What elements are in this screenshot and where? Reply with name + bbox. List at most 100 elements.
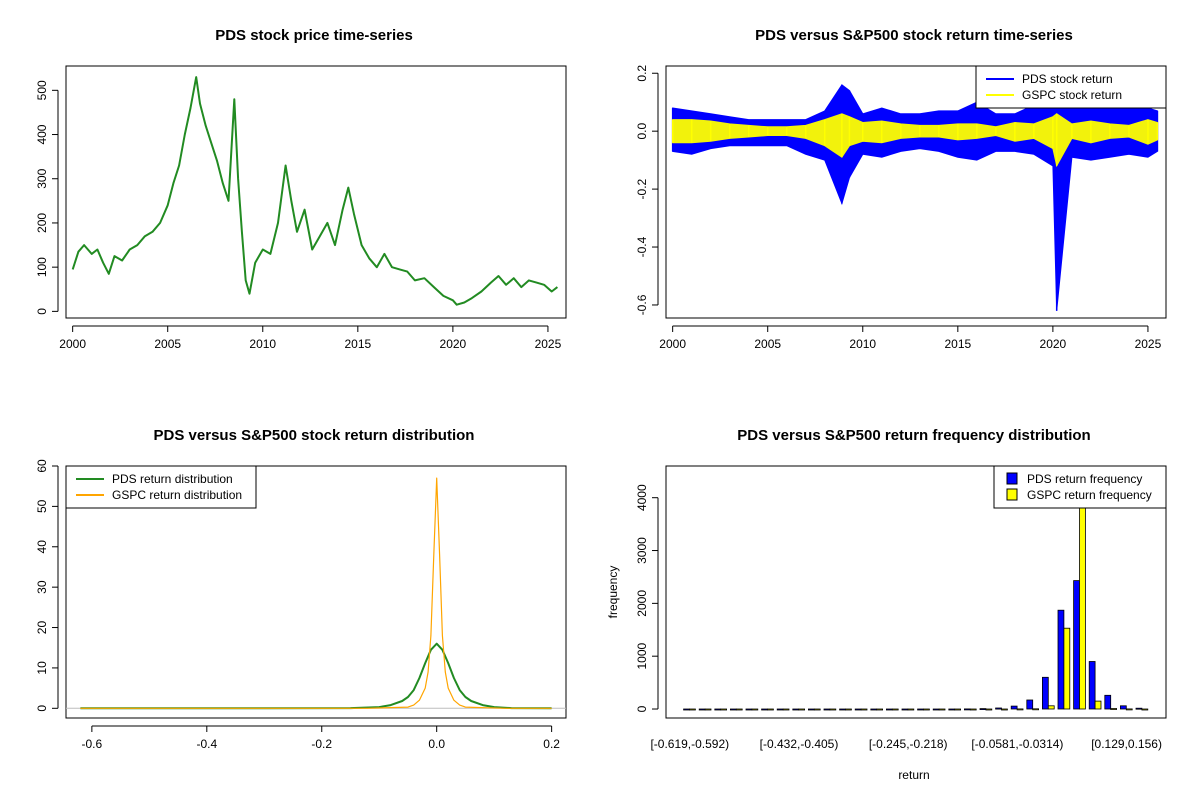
pds-density-line [80, 642, 552, 710]
gspc-frequency-bar [720, 708, 728, 711]
gspc-frequency-bar [938, 708, 946, 711]
return-frequency-panel: PDS versus S&P500 return frequency distr… [606, 427, 1167, 782]
gspc-frequency-bar [969, 708, 977, 711]
gspc-return-series [671, 113, 1159, 168]
density-y-tick-label: 50 [35, 499, 49, 513]
return-time-series-panel: PDS versus S&P500 stock return time-seri… [635, 27, 1167, 351]
frequency-y-tick-label: 4000 [635, 484, 649, 511]
gspc-frequency-bar [813, 708, 821, 711]
density-x-tick-label: -0.6 [82, 737, 103, 751]
returns-x-tick-label: 2005 [754, 337, 781, 351]
distribution-chart-title: PDS versus S&P500 stock return distribut… [154, 427, 475, 444]
frequency-legend-swatch [1006, 472, 1018, 485]
return-chart-title: PDS versus S&P500 stock return time-seri… [755, 27, 1073, 44]
density-y-tick-label: 20 [35, 621, 49, 635]
frequency-x-tick-label: [0.129,0.156) [1091, 737, 1162, 751]
pds-frequency-bar [901, 708, 909, 711]
frequency-legend-box [993, 465, 1167, 509]
price-x-tick-label: 2010 [249, 337, 276, 351]
gspc-frequency-bar [1079, 491, 1086, 710]
gspc-frequency-bar [954, 708, 962, 711]
pds-return-series [671, 84, 1159, 311]
frequency-bars [683, 491, 1149, 711]
gspc-frequency-bar [1094, 700, 1102, 710]
pds-frequency-bar [683, 708, 690, 711]
returns-legend-label: PDS stock return [1022, 72, 1113, 86]
price-x-tick-label: 2005 [154, 337, 181, 351]
frequency-legend-label: GSPC return frequency [1027, 488, 1152, 502]
pds-frequency-bar [1104, 694, 1112, 710]
gspc-frequency-bar [1063, 627, 1071, 710]
price-series-line [71, 76, 559, 306]
pds-frequency-bar [761, 708, 768, 711]
price-x-tick-label: 2020 [440, 337, 467, 351]
gspc-frequency-bar [1125, 708, 1133, 711]
gspc-frequency-bar [751, 708, 759, 711]
pds-frequency-bar [917, 708, 924, 711]
gspc-frequency-bar [735, 708, 743, 711]
density-legend-box [65, 465, 257, 509]
return-envelope [672, 84, 1158, 311]
return-envelope [672, 113, 1158, 168]
gspc-frequency-bar [907, 708, 915, 711]
returns-x-tick-label: 2000 [659, 337, 686, 351]
frequency-x-tick-label: [-0.619,-0.592) [650, 737, 729, 751]
frequency-y-tick-label: 3000 [635, 537, 649, 564]
pds-frequency-bar [1135, 707, 1143, 710]
gspc-frequency-bar [1110, 708, 1117, 710]
gspc-frequency-bar [767, 708, 774, 711]
gspc-frequency-bar [985, 708, 993, 711]
density-x-tick-label: 0.2 [543, 737, 560, 751]
pds-frequency-bar [730, 708, 737, 711]
gspc-frequency-bar [829, 708, 837, 711]
price-plot-frame [65, 65, 567, 319]
pds-frequency-bar [870, 708, 878, 711]
returns-y-tick-label: -0.6 [635, 294, 649, 315]
returns-y-tick-label: 0.0 [635, 123, 649, 140]
pds-frequency-bar [698, 708, 706, 711]
gspc-frequency-bar [689, 708, 696, 711]
density-y-tick-label: 30 [35, 580, 49, 594]
price-y-tick-label: 100 [35, 257, 49, 277]
pds-frequency-bar [995, 707, 1002, 710]
pds-frequency-bar [745, 708, 753, 711]
frequency-legend-label: PDS return frequency [1027, 472, 1142, 486]
pds-frequency-bar [776, 708, 784, 711]
returns-x-tick-label: 2010 [849, 337, 876, 351]
pds-frequency-bar [932, 708, 940, 711]
density-x-tick-label: -0.4 [196, 737, 217, 751]
price-y-tick-label: 300 [35, 168, 49, 188]
gspc-frequency-bar [782, 708, 790, 711]
return-distribution-panel: PDS versus S&P500 stock return distribut… [35, 427, 567, 751]
density-x-tick-label: 0.0 [428, 737, 445, 751]
returns-legend-label: GSPC stock return [1022, 88, 1122, 102]
gspc-frequency-bar [1141, 708, 1149, 711]
gspc-frequency-bar [798, 708, 806, 711]
price-y-tick-label: 400 [35, 124, 49, 144]
pds-frequency-bar [886, 708, 893, 711]
pds-frequency-bar [964, 708, 971, 711]
returns-legend-box [975, 65, 1167, 109]
returns-y-tick-label: -0.2 [635, 178, 649, 199]
returns-y-tick-label: -0.4 [635, 236, 649, 257]
frequency-y-tick-label: 2000 [635, 590, 649, 617]
gspc-frequency-bar [923, 708, 930, 711]
density-x-tick-label: -0.2 [311, 737, 332, 751]
gspc-frequency-bar [1032, 708, 1039, 711]
gspc-frequency-bar [845, 708, 852, 711]
pds-frequency-bar [1073, 580, 1080, 710]
frequency-y-axis-label: frequency [606, 566, 620, 619]
pds-frequency-bar [839, 708, 846, 711]
frequency-chart-title: PDS versus S&P500 return frequency distr… [737, 427, 1090, 444]
frequency-legend-swatch [1006, 488, 1018, 501]
returns-y-tick-label: 0.2 [635, 65, 649, 82]
density-legend-label: PDS return distribution [112, 472, 233, 486]
density-plot-frame [65, 465, 567, 719]
frequency-x-tick-label: [-0.432,-0.405) [760, 737, 839, 751]
price-x-tick-label: 2015 [344, 337, 371, 351]
price-y-tick-label: 0 [35, 308, 49, 315]
pds-frequency-bar [1010, 705, 1018, 710]
pds-frequency-bar [792, 708, 800, 711]
price-x-tick-label: 2025 [535, 337, 562, 351]
